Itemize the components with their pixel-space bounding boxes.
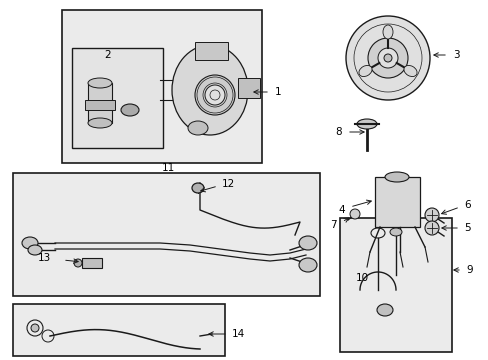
Ellipse shape	[384, 172, 408, 182]
Bar	[339, 218, 451, 352]
Text: 7: 7	[330, 220, 336, 230]
Bar	[374, 177, 419, 227]
Circle shape	[367, 38, 407, 78]
Bar	[62, 10, 262, 163]
Ellipse shape	[187, 121, 207, 135]
Ellipse shape	[376, 304, 392, 316]
Circle shape	[377, 48, 397, 68]
Bar	[82, 258, 102, 268]
Ellipse shape	[172, 45, 247, 135]
Text: 5: 5	[463, 223, 469, 233]
Circle shape	[195, 75, 235, 115]
Ellipse shape	[192, 183, 203, 193]
Text: 2: 2	[104, 50, 111, 60]
Circle shape	[346, 16, 429, 100]
Text: 14: 14	[231, 329, 245, 339]
Ellipse shape	[28, 245, 42, 255]
Ellipse shape	[298, 236, 316, 250]
Ellipse shape	[358, 66, 371, 77]
Text: 9: 9	[465, 265, 472, 275]
Ellipse shape	[403, 66, 416, 77]
Bar	[195, 42, 227, 60]
Bar	[72, 48, 163, 148]
Circle shape	[31, 324, 39, 332]
Text: 10: 10	[355, 273, 368, 283]
Text: 6: 6	[463, 200, 469, 210]
Bar	[88, 83, 112, 123]
Text: 11: 11	[161, 163, 174, 173]
Ellipse shape	[121, 104, 139, 116]
Bar	[13, 173, 319, 296]
Circle shape	[424, 221, 438, 235]
Text: 12: 12	[222, 179, 235, 189]
Circle shape	[349, 209, 359, 219]
Text: 13: 13	[38, 253, 51, 263]
Ellipse shape	[356, 119, 376, 129]
Circle shape	[424, 208, 438, 222]
Circle shape	[383, 54, 391, 62]
Text: 4: 4	[338, 205, 345, 215]
Ellipse shape	[298, 258, 316, 272]
Circle shape	[204, 85, 224, 105]
Text: 8: 8	[335, 127, 341, 137]
Ellipse shape	[22, 237, 38, 249]
Ellipse shape	[88, 78, 112, 88]
Ellipse shape	[88, 118, 112, 128]
Text: 1: 1	[274, 87, 281, 97]
Ellipse shape	[389, 228, 401, 236]
Bar	[238, 78, 260, 98]
Text: 3: 3	[452, 50, 459, 60]
Bar	[85, 100, 115, 110]
Bar	[13, 304, 224, 356]
Circle shape	[74, 259, 82, 267]
Ellipse shape	[382, 25, 392, 39]
